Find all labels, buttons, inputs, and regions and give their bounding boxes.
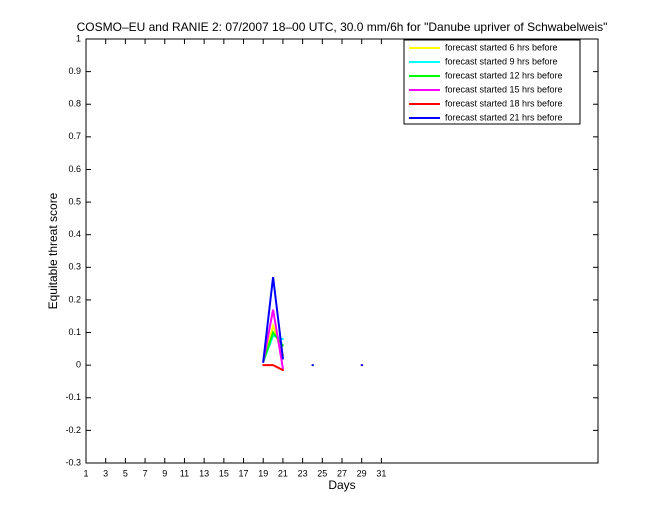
y-tick-label: 0.1 bbox=[68, 327, 81, 337]
x-tick-label: 3 bbox=[103, 468, 108, 478]
series-line bbox=[262, 330, 284, 363]
y-tick-label: 1 bbox=[76, 33, 81, 43]
x-tick-label: 27 bbox=[337, 468, 347, 478]
y-tick-label: -0.2 bbox=[65, 425, 81, 435]
x-tick-label: 31 bbox=[376, 468, 386, 478]
legend-label: forecast started 15 hrs before bbox=[445, 84, 563, 94]
legend-label: forecast started 6 hrs before bbox=[445, 42, 558, 52]
y-tick-label: 0.9 bbox=[68, 66, 81, 76]
x-tick-label: 15 bbox=[219, 468, 229, 478]
legend-label: forecast started 18 hrs before bbox=[445, 98, 563, 108]
y-tick-label: 0.6 bbox=[68, 164, 81, 174]
x-tick-label: 7 bbox=[143, 468, 148, 478]
x-tick-label: 19 bbox=[258, 468, 268, 478]
y-tick-label: 0.5 bbox=[68, 196, 81, 206]
x-tick-label: 9 bbox=[162, 468, 167, 478]
y-axis-label: Equitable threat score bbox=[46, 192, 60, 309]
series-line bbox=[262, 276, 284, 363]
series-line bbox=[262, 364, 284, 372]
x-tick-label: 29 bbox=[357, 468, 367, 478]
legend-label: forecast started 21 hrs before bbox=[445, 112, 563, 122]
y-tick-label: -0.3 bbox=[65, 457, 81, 467]
chart-title: COSMO–EU and RANIE 2: 07/2007 18–00 UTC,… bbox=[77, 20, 608, 34]
legend-label: forecast started 9 hrs before bbox=[445, 56, 558, 66]
x-tick-label: 13 bbox=[199, 468, 209, 478]
x-tick-label: 5 bbox=[123, 468, 128, 478]
legend-label: forecast started 12 hrs before bbox=[445, 70, 563, 80]
x-axis-label: Days bbox=[328, 478, 355, 492]
x-tick-label: 21 bbox=[278, 468, 288, 478]
series-line bbox=[262, 309, 284, 370]
y-tick-label: 0.7 bbox=[68, 131, 81, 141]
x-tick-label: 23 bbox=[298, 468, 308, 478]
y-tick-label: 0 bbox=[76, 360, 81, 370]
y-tick-label: 0.2 bbox=[68, 294, 81, 304]
x-tick-label: 11 bbox=[180, 468, 189, 478]
x-tick-label: 1 bbox=[83, 468, 88, 478]
y-tick-label: 0.4 bbox=[68, 229, 81, 239]
y-tick-label: 0.3 bbox=[68, 262, 81, 272]
y-tick-label: 0.8 bbox=[68, 99, 81, 109]
x-tick-label: 17 bbox=[239, 468, 249, 478]
x-tick-label: 25 bbox=[317, 468, 327, 478]
legend-box bbox=[403, 39, 581, 125]
y-tick-label: -0.1 bbox=[65, 392, 81, 402]
